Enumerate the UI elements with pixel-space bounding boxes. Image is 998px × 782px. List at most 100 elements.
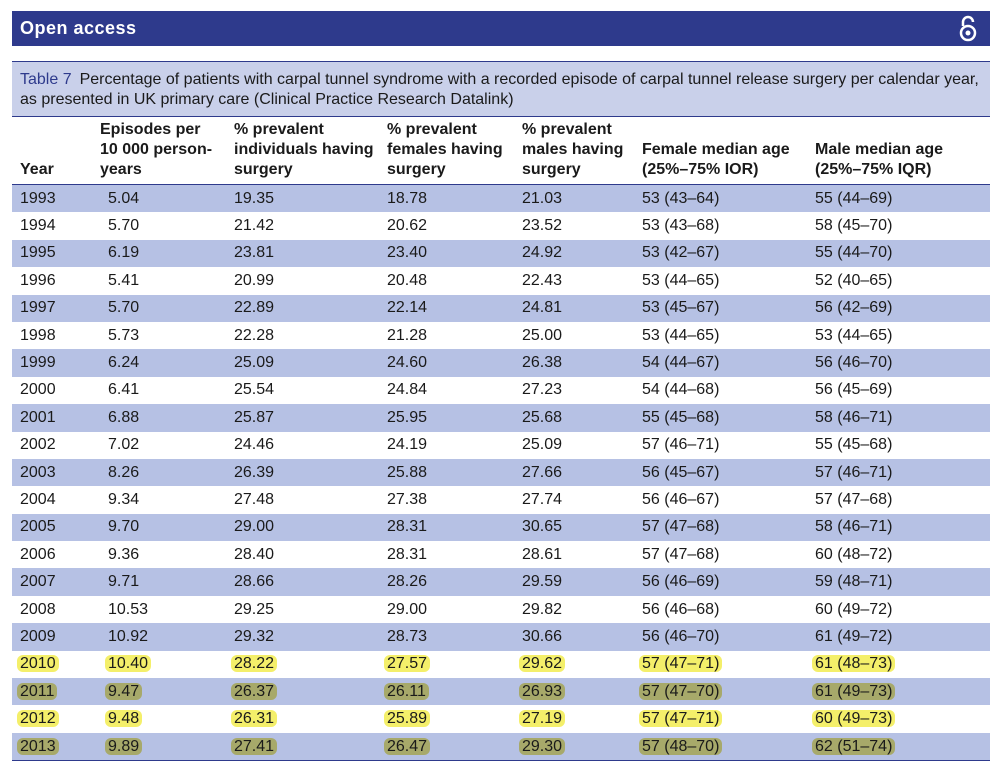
table-cell: 60 (49–73) bbox=[807, 705, 990, 732]
cell-text: 61 (49–73) bbox=[812, 682, 896, 700]
table-cell: 2011 bbox=[12, 678, 92, 705]
cell-text: 25.87 bbox=[234, 408, 275, 426]
cell-text: 2009 bbox=[20, 627, 56, 645]
cell-text: 25.00 bbox=[522, 326, 563, 344]
table-cell: 28.31 bbox=[379, 541, 514, 568]
table-cell: 24.84 bbox=[379, 377, 514, 404]
cell-text: 55 (45–68) bbox=[815, 436, 893, 454]
cell-text: 26.37 bbox=[231, 682, 278, 700]
cell-text: 7.02 bbox=[108, 436, 140, 454]
column-header: % prevalent individuals having surgery bbox=[226, 118, 379, 185]
table-cell: 9.34 bbox=[92, 486, 226, 513]
table-cell: 20.62 bbox=[379, 212, 514, 239]
table-row: 2010 10.40 28.22 27.57 29.62 57 (47–71) 61 (48… bbox=[12, 651, 990, 678]
cell-text: 23.81 bbox=[234, 244, 275, 262]
table-cell: 9.71 bbox=[92, 568, 226, 595]
cell-text: 53 (44–65) bbox=[815, 326, 893, 344]
table-cell: 55 (44–69) bbox=[807, 185, 990, 213]
cell-text: 6.41 bbox=[108, 381, 140, 399]
table-cell: 26.38 bbox=[514, 349, 634, 376]
table-cell: 1995 bbox=[12, 240, 92, 267]
table-cell: 2009 bbox=[12, 623, 92, 650]
caption: Table 7 Percentage of patients with carpa… bbox=[12, 61, 990, 117]
cell-text: 9.36 bbox=[108, 545, 140, 563]
table-cell: 24.46 bbox=[226, 432, 379, 459]
cell-text: 21.42 bbox=[234, 217, 275, 235]
table-cell: 58 (46–71) bbox=[807, 404, 990, 431]
table-cell: 2006 bbox=[12, 541, 92, 568]
cell-text: 27.74 bbox=[522, 490, 563, 508]
cell-text: 5.04 bbox=[108, 189, 140, 207]
table-cell: 57 (47–68) bbox=[807, 486, 990, 513]
table-cell: 5.73 bbox=[92, 322, 226, 349]
table-cell: 24.60 bbox=[379, 349, 514, 376]
cell-text: 28.66 bbox=[234, 573, 275, 591]
table-cell: 1998 bbox=[12, 322, 92, 349]
table-row: 1996 5.41 20.99 20.48 22.43 53 (44–65) 52 (40–… bbox=[12, 267, 990, 294]
cell-text: 26.38 bbox=[522, 354, 563, 372]
table-cell: 61 (49–72) bbox=[807, 623, 990, 650]
table-cell: 2002 bbox=[12, 432, 92, 459]
cell-text: 24.84 bbox=[387, 381, 428, 399]
cell-text: 20.99 bbox=[234, 271, 275, 289]
cell-text: 30.66 bbox=[522, 627, 563, 645]
table-cell: 9.89 bbox=[92, 732, 226, 762]
cell-text: 58 (45–70) bbox=[815, 217, 893, 235]
table-cell: 56 (45–69) bbox=[807, 377, 990, 404]
cell-text: 27.48 bbox=[234, 490, 275, 508]
table-cell: 1993 bbox=[12, 185, 92, 213]
table-cell: 55 (44–70) bbox=[807, 240, 990, 267]
cell-text: 29.82 bbox=[522, 600, 563, 618]
cell-text: 28.61 bbox=[522, 545, 563, 563]
table-cell: 29.62 bbox=[514, 651, 634, 678]
cell-text: 62 (51–74) bbox=[812, 737, 896, 755]
table-cell: 23.81 bbox=[226, 240, 379, 267]
table-cell: 57 (47–68) bbox=[634, 514, 807, 541]
cell-text: 53 (43–68) bbox=[642, 217, 720, 235]
table-cell: 27.48 bbox=[226, 486, 379, 513]
cell-text: 52 (40–65) bbox=[815, 271, 893, 289]
table-row: 2006 9.36 28.40 28.31 28.61 57 (47–68) 60 (48–… bbox=[12, 541, 990, 568]
table-cell: 5.04 bbox=[92, 185, 226, 213]
table-cell: 2000 bbox=[12, 377, 92, 404]
cell-text: 5.70 bbox=[108, 299, 140, 317]
table-cell: 2005 bbox=[12, 514, 92, 541]
table-cell: 30.65 bbox=[514, 514, 634, 541]
column-header: % prevalent females having surgery bbox=[379, 118, 514, 185]
cell-text: 28.22 bbox=[231, 655, 278, 673]
table-cell: 25.89 bbox=[379, 705, 514, 732]
table-cell: 61 (49–73) bbox=[807, 678, 990, 705]
table-cell: 58 (46–71) bbox=[807, 514, 990, 541]
table-cell: 57 (46–71) bbox=[807, 459, 990, 486]
table-cell: 1999 bbox=[12, 349, 92, 376]
table-cell: 56 (46–69) bbox=[634, 568, 807, 595]
cell-text: 60 (48–72) bbox=[815, 545, 893, 563]
table-body: 1993 5.04 19.35 18.78 21.03 53 (43–64) 55 (44–… bbox=[12, 184, 990, 762]
table-cell: 53 (44–65) bbox=[807, 322, 990, 349]
table-cell: 10.92 bbox=[92, 623, 226, 650]
cell-text: 57 (46–71) bbox=[642, 436, 720, 454]
table-cell: 56 (46–67) bbox=[634, 486, 807, 513]
cell-text: 26.31 bbox=[231, 710, 278, 728]
cell-text: 28.31 bbox=[387, 545, 428, 563]
table-cell: 56 (45–67) bbox=[634, 459, 807, 486]
table-cell: 57 (47–70) bbox=[634, 678, 807, 705]
table-cell: 10.53 bbox=[92, 596, 226, 623]
cell-text: 27.23 bbox=[522, 381, 563, 399]
cell-text: 1994 bbox=[20, 217, 56, 235]
table-cell: 29.25 bbox=[226, 596, 379, 623]
table-cell: 9.48 bbox=[92, 705, 226, 732]
table-row: 1994 5.70 21.42 20.62 23.52 53 (43–68) 58 (45–… bbox=[12, 212, 990, 239]
cell-text: 1998 bbox=[20, 326, 56, 344]
cell-text: 57 (47–68) bbox=[642, 545, 720, 563]
cell-text: 24.46 bbox=[234, 436, 275, 454]
cell-text: 57 (47–68) bbox=[815, 490, 893, 508]
table-cell: 24.92 bbox=[514, 240, 634, 267]
table-cell: 55 (45–68) bbox=[634, 404, 807, 431]
table-cell: 27.38 bbox=[379, 486, 514, 513]
table-cell: 53 (43–64) bbox=[634, 185, 807, 213]
cell-text: 59 (48–71) bbox=[815, 573, 893, 591]
table-cell: 27.41 bbox=[226, 732, 379, 762]
cell-text: 2008 bbox=[20, 600, 56, 618]
